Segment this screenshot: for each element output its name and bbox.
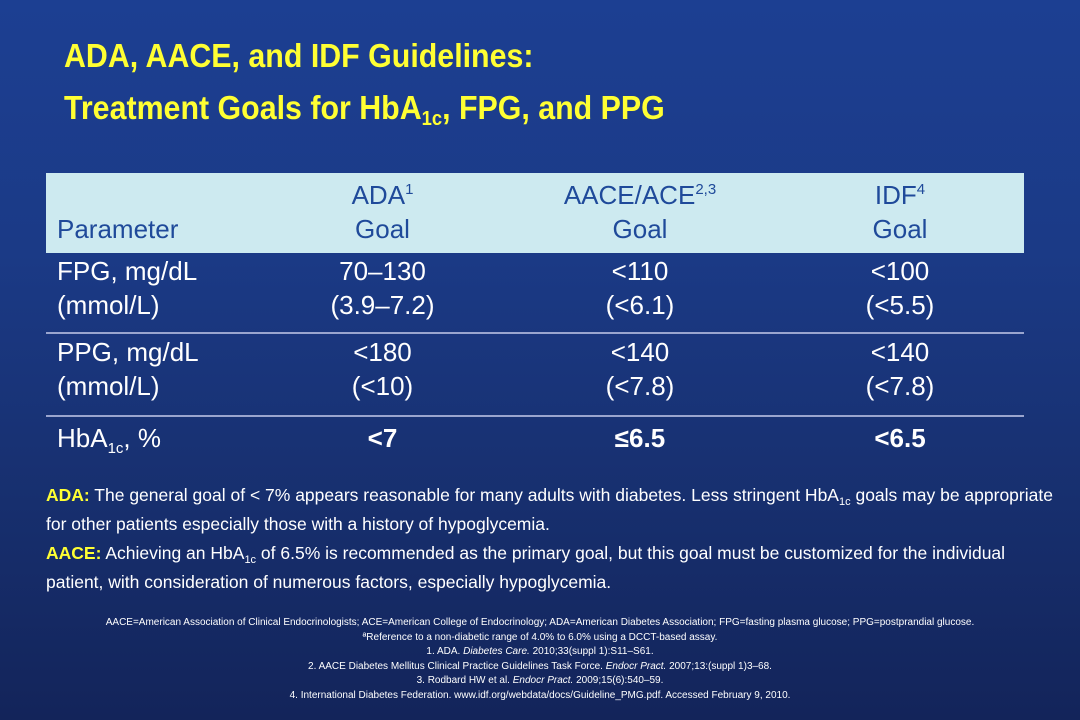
header-parameter: Parameter: [57, 214, 179, 244]
reference-4: 4. International Diabetes Federation. ww…: [289, 689, 791, 701]
reference-2: 2. AACE Diabetes Mellitus Clinical Pract…: [308, 660, 772, 672]
row-hba1c-ada: <7: [367, 423, 398, 453]
row-fpg-parameter: FPG, mg/dL (mmol/L): [57, 256, 198, 320]
row-hba1c-aace: ≤6.5: [614, 423, 666, 453]
title-line-2: Treatment Goals for HbA1c, FPG, and PPG: [64, 89, 665, 130]
goals-table: Parameter ADA1 Goal AACE/ACE2,3 Goal IDF…: [46, 173, 1024, 461]
reference-3: 3. Rodbard HW et al. Endocr Pract. 2009;…: [416, 675, 664, 686]
ada-note: ADA: The general goal of < 7% appears re…: [46, 485, 1053, 534]
row-ppg-ada: <180 (<10): [351, 337, 414, 401]
title-line-1: ADA, AACE, and IDF Guidelines:: [64, 37, 534, 74]
header-aace: AACE/ACE2,3 Goal: [563, 180, 717, 244]
aace-note: AACE: Achieving an HbA1c of 6.5% is reco…: [46, 543, 1006, 592]
row-ppg-parameter: PPG, mg/dL (mmol/L): [57, 337, 199, 401]
table-row-hba1c: HbA1c, % <7 ≤6.5 <6.5: [46, 417, 1024, 461]
footnotes: AACE=American Association of Clinical En…: [0, 616, 1080, 703]
row-hba1c-parameter: HbA1c, %: [57, 423, 161, 457]
abbreviations: AACE=American Association of Clinical En…: [105, 617, 975, 628]
slide-title: ADA, AACE, and IDF Guidelines: Treatment…: [64, 30, 665, 134]
row-fpg-ada: 70–130 (3.9–7.2): [330, 256, 435, 320]
row-fpg-aace: <110 (<6.1): [605, 256, 675, 320]
row-ppg-aace: <140 (<7.8): [605, 337, 675, 401]
reference-note: ªReference to a non-diabetic range of 4.…: [362, 631, 718, 643]
row-hba1c-idf: <6.5: [874, 423, 926, 453]
header-ada: ADA1 Goal: [351, 180, 414, 244]
table-row-ppg: PPG, mg/dL (mmol/L) <180 (<10) <140 (<7.…: [46, 334, 1024, 417]
header-idf: IDF4 Goal: [872, 180, 928, 244]
table-header-row: Parameter ADA1 Goal AACE/ACE2,3 Goal IDF…: [46, 173, 1024, 253]
reference-1: 1. ADA. Diabetes Care. 2010;33(suppl 1):…: [426, 646, 654, 657]
row-fpg-idf: <100 (<5.5): [865, 256, 935, 320]
guideline-notes: ADA: The general goal of < 7% appears re…: [46, 481, 1061, 597]
row-ppg-idf: <140 (<7.8): [865, 337, 935, 401]
table-row-fpg: FPG, mg/dL (mmol/L) 70–130 (3.9–7.2) <11…: [46, 253, 1024, 334]
